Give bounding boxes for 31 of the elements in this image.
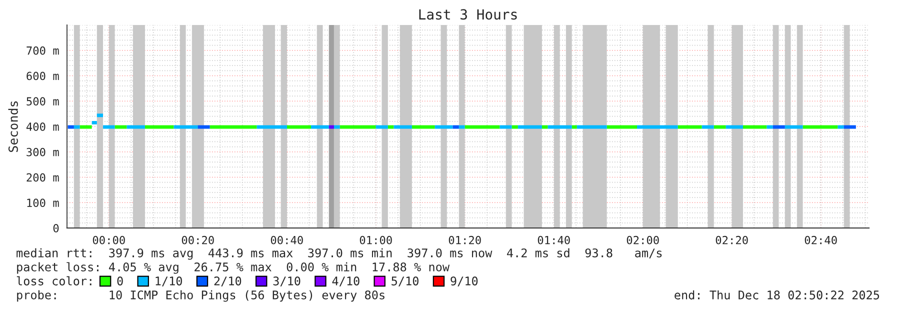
legend-label: 3/10: [273, 276, 300, 286]
y-tick-label: 100 m: [27, 198, 59, 208]
x-tick-label: 02:00: [626, 236, 659, 244]
x-tick-label: 00:40: [270, 236, 303, 244]
text: median rtt: 397.9 ms avg 443.9 ms max 397.0 ms min 397.0 ms now 4.2 ms sd 93.8 am/s: [16, 248, 662, 260]
x-tick-label: 00:20: [182, 236, 214, 244]
legend-label: 5/10: [392, 276, 418, 286]
x-tick-label: 01:40: [538, 236, 570, 244]
legend-label: 0: [117, 276, 123, 286]
y-axis-title: Seconds: [8, 101, 18, 152]
text: probe: 10 ICMP Echo Pings (56 Bytes) every 80s: [17, 290, 384, 302]
y-tick-label: 300 m: [26, 148, 59, 156]
chart-title: Last 3 Hours: [419, 9, 517, 20]
x-tick-label: 02:40: [804, 236, 837, 244]
x-tick-label: 00:00: [92, 236, 125, 244]
text: packet loss: 4.05 % avg 26.75 % max 0.00 % min 17.88 % now: [17, 262, 450, 274]
x-tick-label: 01:20: [448, 236, 481, 244]
y-tick-label: 400 m: [26, 122, 59, 131]
legend-label: 4/10: [332, 276, 360, 286]
legend-label: 1/10: [156, 276, 182, 286]
y-tick-label: 600 m: [26, 72, 59, 80]
legend-label: 2/10: [214, 276, 242, 286]
y-tick-label: 0: [53, 224, 59, 232]
x-tick-label: 02:20: [716, 236, 748, 244]
y-tick-label: 500 m: [26, 97, 59, 106]
y-tick-label: 700 m: [26, 46, 59, 55]
y-tick-label: 200 m: [26, 173, 59, 182]
legend-label: 9/10: [450, 276, 478, 286]
text: end: Thu Dec 18 02:50:22 2025: [674, 290, 880, 300]
legend-title: loss color:: [16, 276, 92, 286]
x-tick-label: 01:00: [360, 236, 392, 244]
